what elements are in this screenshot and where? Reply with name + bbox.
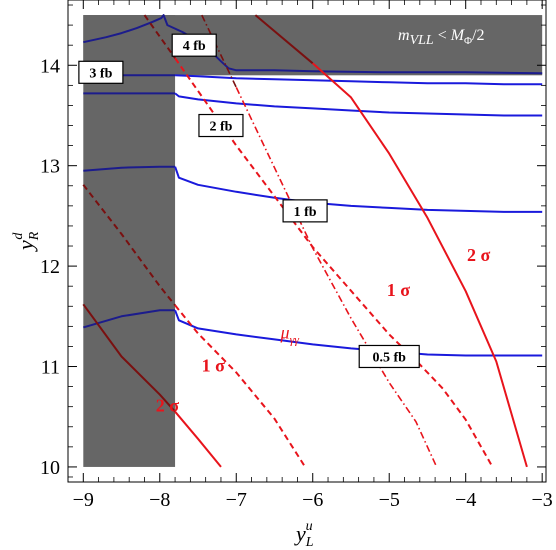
excluded-region-vertical-band (83, 15, 176, 467)
xsec-contour-2-segment-1 (174, 92, 543, 117)
region-label: mVLL < MΦ/2 (398, 27, 485, 48)
xsec-label-text-3: 3 fb (89, 66, 112, 81)
xsec-contour-3-segment-1 (175, 74, 543, 86)
y-tick-label-1: 11 (41, 357, 60, 379)
x-tick-label-4: −5 (379, 489, 400, 511)
xsec-contour-1-segment-0 (83, 165, 176, 172)
xsec-label-text-4: 4 fb (183, 39, 206, 54)
sigma-label-2: 2 σ (467, 245, 491, 265)
sigma-contour-3-segment-0 (82, 303, 176, 413)
y-tick-label-2: 12 (40, 256, 60, 278)
x-tick-label-1: −8 (149, 489, 170, 511)
sigma-label-3: 2 σ (156, 396, 180, 416)
xsec-contour-1-segment-1 (174, 166, 543, 213)
sigma-label-0: 1 σ (387, 280, 411, 300)
contour-lines (82, 14, 543, 468)
xsec-contour-0-segment-0 (83, 309, 176, 329)
excluded-region-top-band (83, 15, 543, 76)
sigma-contour-1-segment-1 (174, 304, 306, 468)
x-tick-label-6: −3 (532, 489, 553, 511)
y-tick-label-3: 13 (40, 156, 60, 178)
sigma-contour-2-segment-1 (312, 62, 528, 468)
xsec-label-2: 2 fb (198, 113, 244, 138)
xsec-label-3: 3 fb (78, 60, 124, 84)
xsec-label-text-2: 2 fb (209, 120, 232, 135)
xsec-label-text-1: 1 fb (294, 205, 317, 220)
x-tick-label-3: −6 (302, 489, 323, 511)
sigma-contour-0-segment-0 (143, 14, 176, 59)
x-tick-label-5: −4 (455, 489, 476, 511)
y-axis-label: yRd (11, 231, 42, 252)
xsec-label-0: 0.5 fb (358, 344, 420, 369)
axes: −9 −8 −7 −6 −5 −4 −3 10 11 12 13 14 (40, 0, 553, 511)
xsec-contour-0-segment-1 (174, 309, 543, 357)
mu-label: μγγ (280, 322, 300, 346)
mu-contour-segment-0 (201, 14, 238, 88)
y-tick-label-0: 10 (40, 457, 60, 479)
sigma-contour-1-segment-0 (82, 184, 176, 306)
x-axis-label: yLu (294, 519, 314, 550)
xsec-label-text-0: 0.5 fb (372, 350, 406, 365)
sigma-contour-3-segment-1 (174, 411, 222, 468)
sigma-contour-2-segment-0 (254, 14, 314, 65)
xsec-label-4: 4 fb (171, 33, 217, 57)
contour-labels: 0.5 fb 1 fb 2 fb 3 fb 4 fb 1 σ 1 σ 2 σ 2 σ μγγ (78, 33, 491, 416)
excluded-regions (83, 15, 543, 467)
y-tick-label-4: 14 (40, 55, 60, 77)
mu-contour-segment-1 (235, 87, 438, 468)
x-tick-label-2: −7 (226, 489, 247, 511)
x-tick-label-0: −9 (73, 489, 94, 511)
xsec-label-1: 1 fb (282, 199, 328, 223)
sigma-label-1: 1 σ (202, 356, 226, 376)
